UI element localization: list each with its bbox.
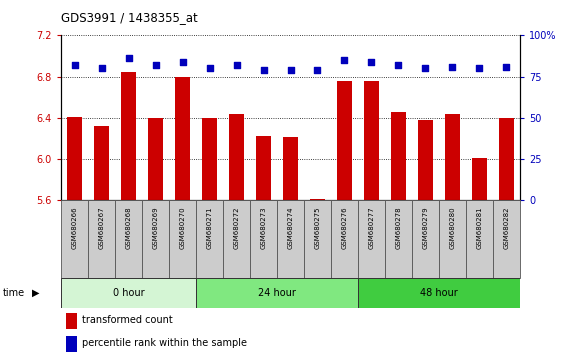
Bar [391,112,406,200]
Bar [202,118,217,200]
Point [367,59,376,64]
Text: 24 hour: 24 hour [258,288,296,298]
Text: transformed count: transformed count [82,315,173,325]
Bar [148,118,163,200]
Bar [337,81,352,200]
Bar [412,200,439,278]
Point [205,65,214,71]
Bar [277,200,304,278]
Bar [66,313,77,329]
Point [97,65,106,71]
Text: GSM680272: GSM680272 [234,206,239,249]
Bar [466,200,493,278]
Point [151,62,160,68]
Point [475,65,484,71]
Bar [256,136,271,200]
Bar [250,200,277,278]
Bar [331,200,358,278]
Text: GDS3991 / 1438355_at: GDS3991 / 1438355_at [61,11,198,24]
Text: GSM680273: GSM680273 [260,206,267,249]
Bar [115,200,142,278]
Bar [121,73,136,200]
Point [286,67,295,73]
Point [340,57,349,63]
Point [70,62,79,68]
Text: 0 hour: 0 hour [113,288,144,298]
Point [259,67,268,73]
Bar [175,76,190,200]
Bar [223,200,250,278]
Point [124,56,133,61]
Bar [445,114,460,200]
Text: percentile rank within the sample: percentile rank within the sample [82,338,247,348]
Bar [385,200,412,278]
Point [313,67,322,73]
Bar [358,278,520,308]
Point [421,65,430,71]
Bar [142,200,169,278]
Bar [94,126,109,200]
Text: GSM680269: GSM680269 [152,206,159,249]
Bar [169,200,196,278]
Bar [439,200,466,278]
Text: time: time [3,288,25,298]
Text: GSM680280: GSM680280 [450,206,456,249]
Text: GSM680274: GSM680274 [288,206,293,249]
Text: GSM680276: GSM680276 [342,206,347,249]
Text: GSM680279: GSM680279 [422,206,429,249]
Bar [196,200,223,278]
Text: GSM680266: GSM680266 [71,206,77,249]
Bar [493,200,520,278]
Text: 48 hour: 48 hour [420,288,458,298]
Bar [472,158,487,200]
Point [394,62,403,68]
Bar [418,120,433,200]
Text: GSM680278: GSM680278 [396,206,401,249]
Bar [364,81,379,200]
Bar [310,199,325,200]
Bar [304,200,331,278]
Text: GSM680275: GSM680275 [314,206,321,249]
Text: GSM680267: GSM680267 [99,206,105,249]
Bar [67,117,82,200]
Bar [88,200,115,278]
Bar [229,114,244,200]
Text: GSM680277: GSM680277 [368,206,375,249]
Text: ▶: ▶ [32,288,40,298]
Bar [61,278,196,308]
Bar [196,278,358,308]
Text: GSM680270: GSM680270 [180,206,185,249]
Text: GSM680271: GSM680271 [206,206,213,249]
Text: GSM680281: GSM680281 [476,206,482,249]
Bar [283,137,298,200]
Bar [66,336,77,352]
Point [502,64,511,69]
Bar [499,118,514,200]
Bar [61,200,88,278]
Point [448,64,457,69]
Point [178,59,187,64]
Text: GSM680282: GSM680282 [504,206,510,249]
Bar [358,200,385,278]
Point [232,62,241,68]
Text: GSM680268: GSM680268 [125,206,131,249]
